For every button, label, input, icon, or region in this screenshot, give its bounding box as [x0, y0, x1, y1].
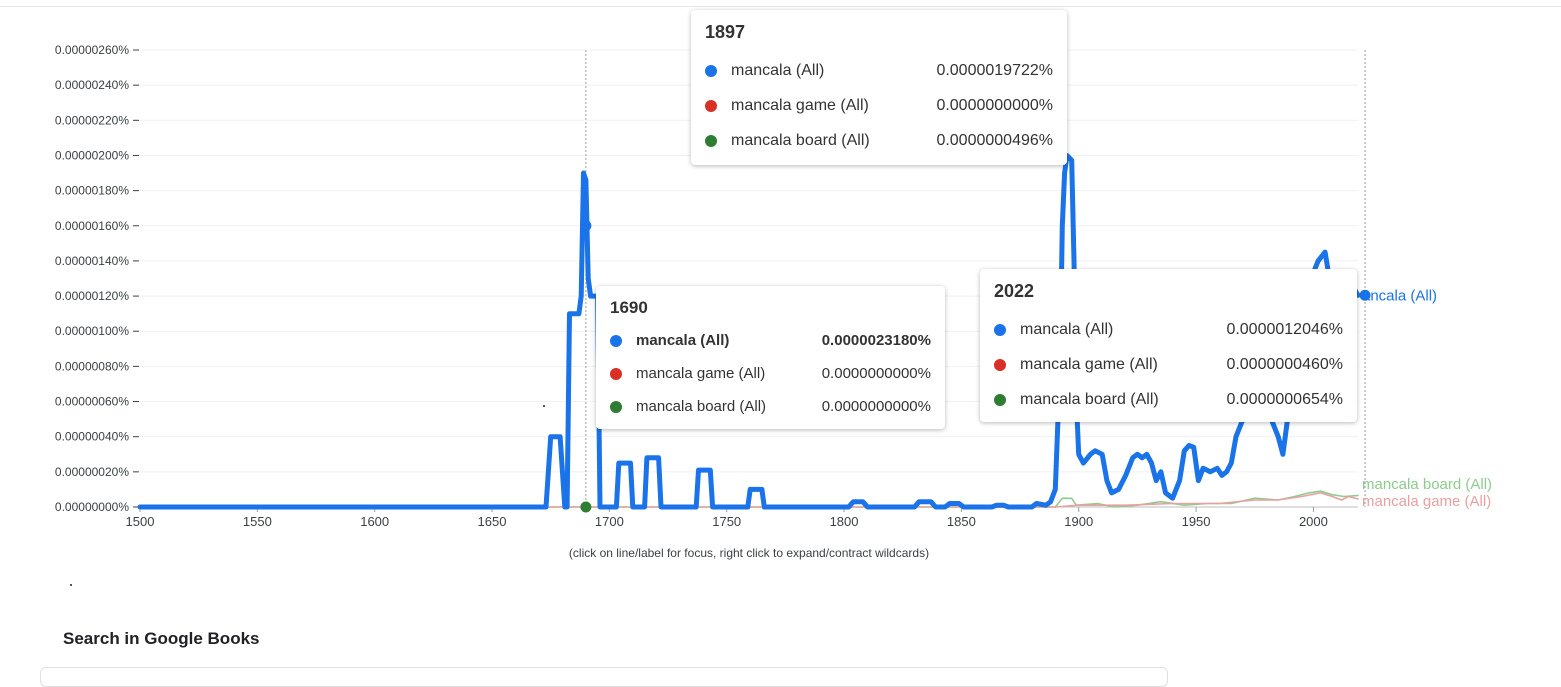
y-tick-label: 0.00000060%: [55, 395, 129, 409]
tooltip-series-value: 0.0000000460%: [1226, 355, 1343, 373]
series-markers: [580, 220, 1371, 513]
tooltip-row-mancala: mancala (All) 0.0000012046%: [994, 312, 1343, 347]
x-tick-label: 1850: [947, 514, 976, 529]
tooltip-1690: 1690 mancala (All) 0.0000023180% mancala…: [596, 286, 945, 429]
tooltip-series-value: 0.0000023180%: [821, 332, 931, 349]
tooltip-row-mancala: mancala (All) 0.0000023180%: [610, 324, 931, 357]
books-search-box[interactable]: [40, 667, 1168, 687]
tooltip-series-value: 0.0000019722%: [936, 61, 1053, 79]
y-tick-label: 0.00000240%: [55, 78, 129, 92]
tooltip-row-mancala-board: mancala board (All) 0.0000000654%: [994, 382, 1343, 417]
tooltip-row-mancala-game: mancala game (All) 0.0000000000%: [610, 357, 931, 390]
series-dot-blue: [610, 334, 622, 347]
stray-dot: [543, 405, 545, 407]
x-axis-ticks: 1500 1550 1600 1650 1700 1750 1800 1850 1900 1950…: [126, 507, 1328, 529]
y-tick-label: 0.00000260%: [55, 43, 129, 57]
series-dot-red: [994, 358, 1006, 371]
y-axis-ticks: 0.00000000% 0.00000020% 0.00000040% 0.00000…: [55, 43, 139, 514]
y-tick-label: 0.00000100%: [55, 324, 129, 338]
tooltip-1897: 1897 mancala (All) 0.0000019722% mancala…: [691, 10, 1067, 165]
tooltip-series-value: 0.0000000000%: [821, 365, 931, 382]
tooltip-row-mancala-board: mancala board (All) 0.0000000000%: [610, 390, 931, 423]
tooltip-series-name: mancala game (All): [1020, 355, 1158, 373]
y-tick-label: 0.00000040%: [55, 430, 129, 444]
tooltip-series-value: 0.0000000496%: [936, 131, 1053, 149]
tooltip-2022: 2022 mancala (All) 0.0000012046% mancala…: [980, 269, 1357, 422]
y-tick-label: 0.00000000%: [55, 500, 129, 514]
series-lines: [137, 153, 1361, 510]
series-line-mancala-all[interactable]: [137, 153, 1361, 510]
x-tick-label: 1900: [1064, 514, 1093, 529]
tooltip-series-name: mancala board (All): [1020, 390, 1159, 408]
tooltip-row-mancala-game: mancala game (All) 0.0000000460%: [994, 347, 1343, 382]
series-marker: [1359, 289, 1371, 301]
y-tick-label: 0.00000120%: [55, 289, 129, 303]
y-tick-label: 0.00000140%: [55, 254, 129, 268]
tooltip-series-name: mancala (All): [1020, 320, 1114, 338]
y-tick-label: 0.00000020%: [55, 465, 129, 479]
tooltip-series-name: mancala board (All): [636, 398, 767, 415]
tooltip-row-mancala: mancala (All) 0.0000019722%: [705, 53, 1053, 88]
tooltip-year: 1897: [705, 22, 746, 42]
y-tick-label: 0.00000080%: [55, 359, 129, 373]
tooltip-series-value: 0.0000000000%: [821, 398, 931, 415]
y-tick-label: 0.00000200%: [55, 148, 129, 162]
series-marker: [580, 220, 592, 232]
tooltip-series-name: mancala (All): [636, 332, 730, 349]
x-tick-label: 2000: [1299, 514, 1328, 529]
tooltip-year: 1690: [610, 298, 648, 317]
y-tick-label: 0.00000180%: [55, 184, 129, 198]
series-dot-green: [994, 393, 1006, 406]
x-tick-label: 1950: [1182, 514, 1211, 529]
series-end-labels: ancala (All) mancala board (All)mancala g…: [1362, 287, 1492, 510]
tooltip-series-name: mancala board (All): [731, 131, 870, 149]
x-tick-label: 1650: [478, 514, 507, 529]
tooltip-series-value: 0.0000012046%: [1226, 320, 1343, 338]
top-divider: [0, 6, 1561, 7]
x-tick-label: 1500: [126, 514, 155, 529]
series-dot-green: [705, 134, 717, 147]
series-line-mancala-board-all[interactable]: [139, 490, 1359, 508]
tooltip-series-name: mancala game (All): [731, 96, 869, 114]
series-dot-red: [610, 367, 622, 380]
chart-hint: (click on line/label for focus, right cl…: [569, 546, 929, 560]
tooltip-series-name: mancala game (All): [636, 365, 766, 382]
series-marker: [580, 501, 592, 513]
series-dot-blue: [994, 323, 1006, 336]
tooltip-row-mancala-game: mancala game (All) 0.0000000000%: [705, 88, 1053, 123]
series-line-mancala-game-all[interactable]: [139, 492, 1359, 508]
tooltip-row-mancala-board: mancala board (All) 0.0000000496%: [705, 123, 1053, 158]
series-dot-green: [610, 400, 622, 413]
x-tick-label: 1750: [712, 514, 741, 529]
x-tick-label: 1800: [830, 514, 859, 529]
series-end-label[interactable]: mancala game (All): [1362, 493, 1491, 510]
x-tick-label: 1700: [595, 514, 624, 529]
tooltip-year: 2022: [994, 281, 1035, 301]
y-tick-label: 0.00000220%: [55, 113, 129, 127]
y-tick-label: 0.00000160%: [55, 219, 129, 233]
series-end-label[interactable]: mancala board (All): [1362, 476, 1492, 493]
series-dot-red: [705, 99, 717, 112]
books-section-heading: Search in Google Books: [63, 629, 260, 648]
series-dot-blue: [705, 64, 717, 77]
stray-dot: [70, 584, 72, 586]
x-tick-label: 1550: [243, 514, 272, 529]
tooltip-series-value: 0.0000000654%: [1226, 390, 1343, 408]
tooltip-series-value: 0.0000000000%: [936, 96, 1053, 114]
series-end-label[interactable]: ancala (All): [1362, 287, 1437, 304]
tooltip-series-name: mancala (All): [731, 61, 825, 79]
x-tick-label: 1600: [360, 514, 389, 529]
